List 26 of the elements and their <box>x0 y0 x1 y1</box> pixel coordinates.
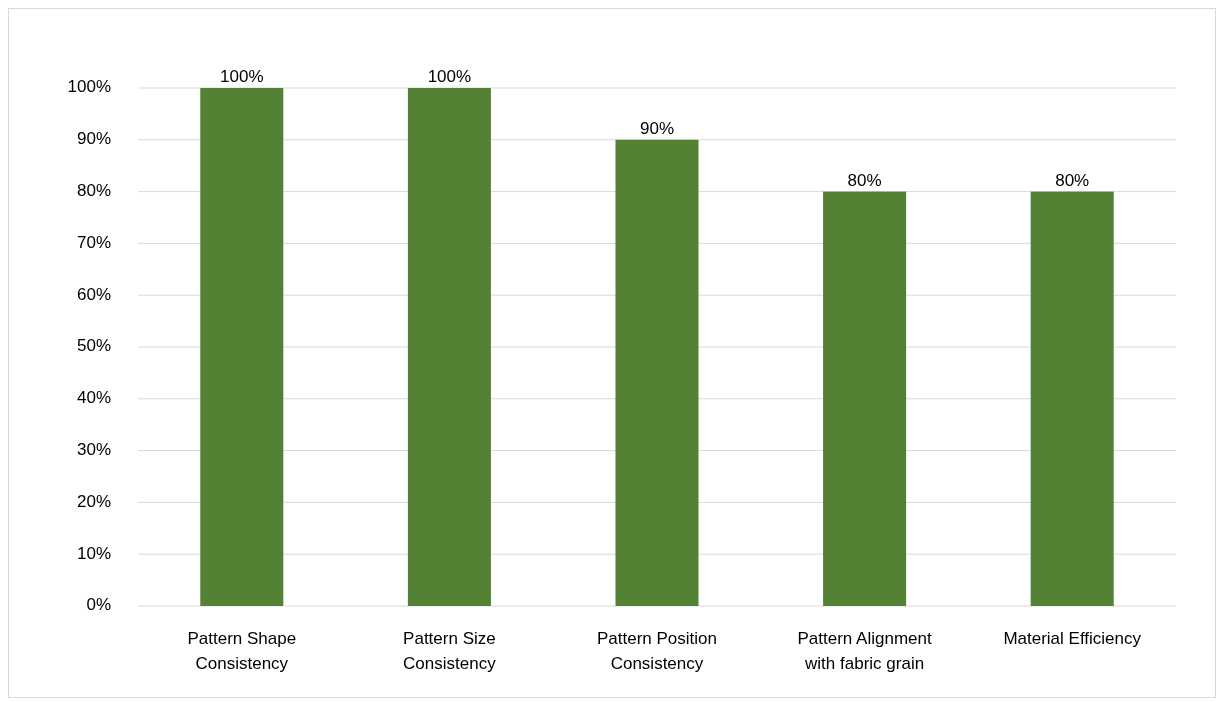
y-tick-label: 30% <box>76 440 111 460</box>
data-label: 80% <box>847 170 882 190</box>
x-tick-label: Pattern Alignment with fabric grain <box>797 629 932 673</box>
data-label: 100% <box>427 67 472 86</box>
y-tick-label: 100% <box>67 77 111 97</box>
x-tick-label: Pattern Position Consistency <box>596 629 718 673</box>
bar <box>823 191 907 606</box>
y-tick-label: 50% <box>76 336 111 356</box>
data-label: 100% <box>220 67 264 86</box>
y-tick-label: 80% <box>76 181 111 201</box>
x-tick-label: Material Efficiency <box>1003 629 1142 648</box>
data-label: 80% <box>1055 170 1090 190</box>
bar <box>200 88 284 606</box>
y-tick-label: 20% <box>76 491 111 511</box>
y-tick-label: 60% <box>76 284 111 304</box>
y-tick-label: 90% <box>76 129 111 149</box>
y-tick-label: 70% <box>76 232 111 252</box>
y-tick-label: 40% <box>76 388 111 408</box>
bar <box>407 88 491 606</box>
x-tick-label: Pattern Shape Consistency <box>187 629 297 673</box>
bar <box>1030 191 1114 606</box>
y-tick-label: 0% <box>86 595 111 615</box>
data-label: 90% <box>639 118 675 138</box>
y-tick-label: 10% <box>76 543 111 563</box>
bar <box>615 139 699 606</box>
x-tick-label: Pattern Size Consistency <box>403 629 497 673</box>
